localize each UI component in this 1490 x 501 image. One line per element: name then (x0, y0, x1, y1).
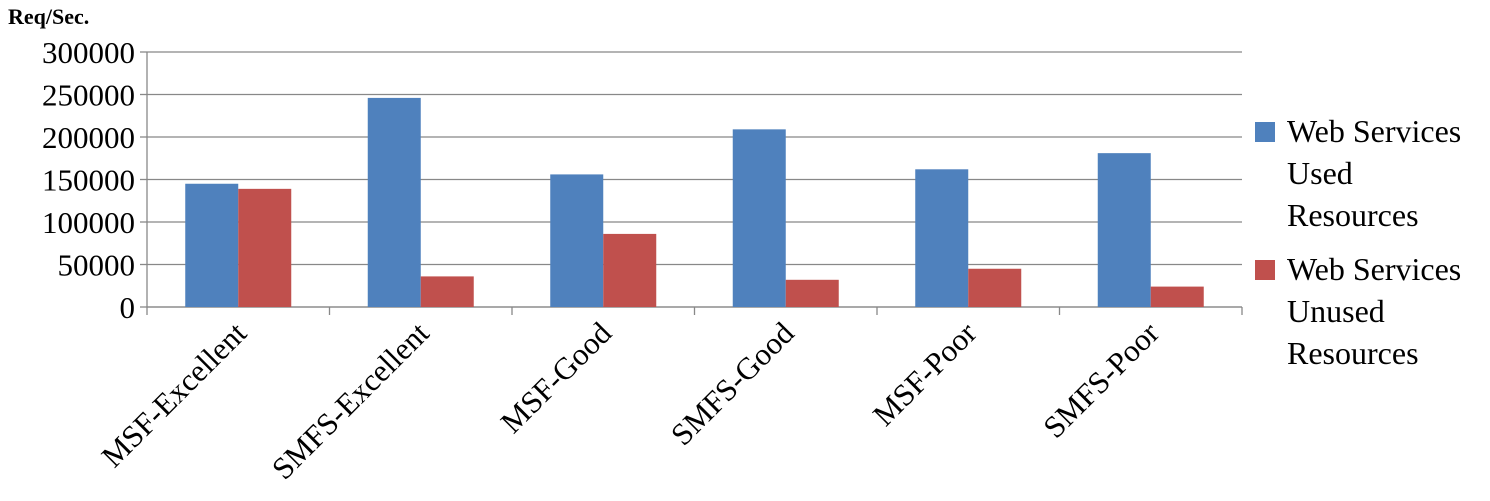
x-tick-label: SMFS-Good (664, 315, 801, 452)
y-tick-label: 250000 (42, 78, 135, 113)
y-axis-title: Req/Sec. (8, 4, 89, 29)
legend-label: Web Services Unused Resources (1287, 251, 1462, 371)
legend-item: Web Services Unused Resources (1255, 248, 1487, 374)
legend: Web Services Used Resources Web Services … (1255, 110, 1487, 386)
y-tick-label: 100000 (42, 205, 135, 240)
bar (1097, 153, 1151, 307)
y-tick-label: 150000 (42, 163, 135, 198)
y-tick-label: 0 (120, 290, 136, 325)
y-tick-label: 200000 (42, 120, 135, 155)
bar (550, 174, 604, 307)
x-tick-label: SMFS-Excellent (265, 315, 436, 486)
x-tick-label: MSF-Poor (866, 315, 984, 433)
x-tick-label: SMFS-Poor (1036, 315, 1166, 445)
bar (185, 183, 239, 307)
y-tick-label: 50000 (58, 248, 136, 283)
bar (1150, 286, 1204, 307)
legend-swatch (1255, 260, 1275, 280)
legend-label: Web Services Used Resources (1287, 113, 1462, 233)
legend-swatch (1255, 122, 1275, 142)
legend-item: Web Services Used Resources (1255, 110, 1487, 236)
x-tick-label: MSF-Good (494, 315, 619, 440)
bar (238, 188, 292, 307)
bar (603, 233, 657, 307)
bar (785, 279, 839, 307)
bar (420, 276, 474, 307)
x-tick-label: MSF-Excellent (95, 315, 254, 474)
bar (968, 268, 1022, 307)
bar (915, 169, 969, 307)
bar (367, 97, 421, 308)
bar (732, 129, 786, 307)
y-tick-label: 300000 (42, 35, 135, 70)
